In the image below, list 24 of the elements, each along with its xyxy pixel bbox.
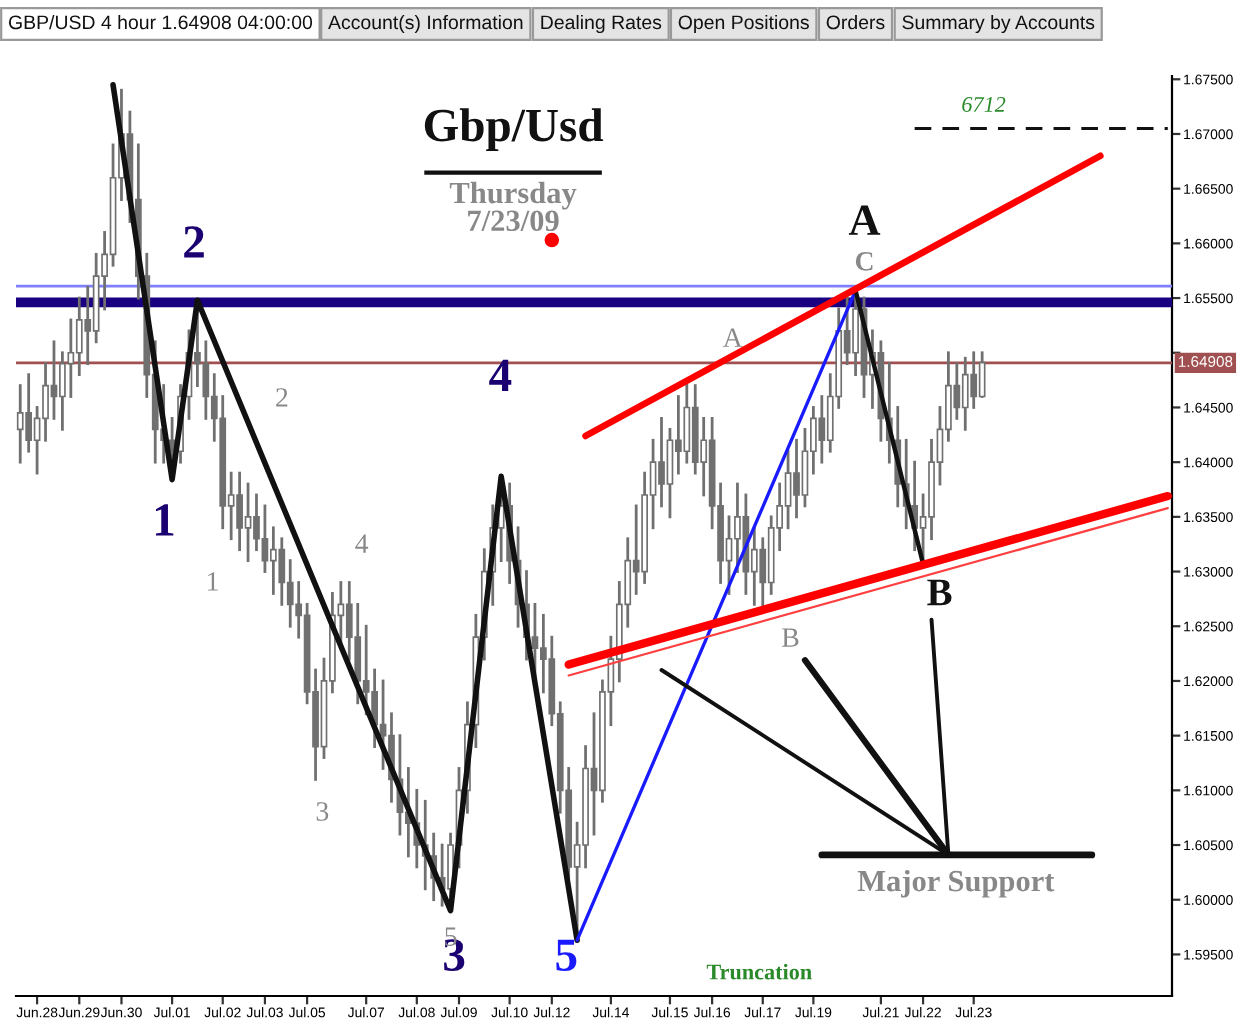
annotation: 4: [489, 359, 512, 391]
text: Open Positions: [678, 14, 809, 34]
annotation: 1: [155, 504, 174, 536]
annotation: 1: [208, 572, 218, 591]
text: Gbp/Usd: [424, 108, 604, 152]
annotation: B: [782, 628, 799, 647]
text: Dealing Rates: [541, 14, 662, 34]
annotation: Major Support: [857, 869, 1055, 898]
text: Thursday 7/23/09: [449, 181, 577, 232]
annotation: Truncation: [706, 963, 812, 980]
annotation: 4: [355, 534, 369, 553]
annotation: 2: [276, 388, 288, 407]
text: Account(s) Information: [328, 14, 523, 34]
annotation: A: [848, 205, 881, 235]
annotation: C: [855, 251, 873, 271]
text: GBP/USD 4 hour 1.64908 04:00:00: [8, 14, 313, 30]
text: Orders: [826, 14, 885, 30]
annotation: 6712: [962, 96, 1006, 112]
text: Summary by Accounts: [902, 14, 1095, 34]
annotation: 3: [316, 802, 329, 821]
annotation: B: [927, 579, 952, 606]
annotation: 5: [556, 939, 577, 972]
annotation: 2: [184, 226, 204, 258]
annotation: A: [722, 328, 743, 347]
